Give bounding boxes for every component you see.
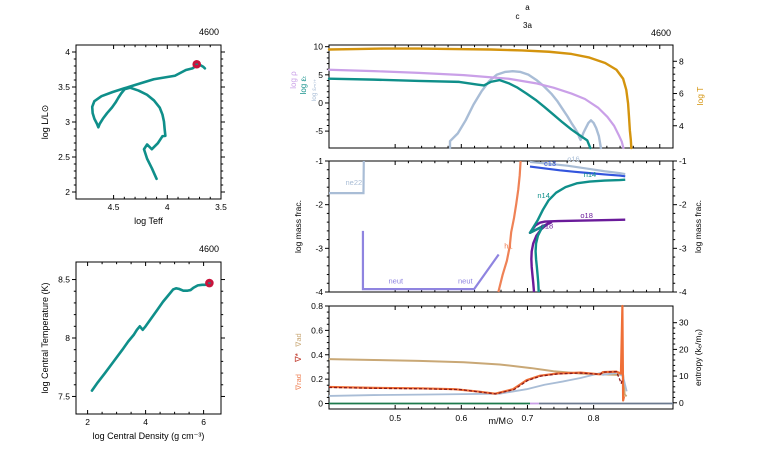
svg-text:2: 2: [65, 187, 70, 197]
svg-text:c: c: [516, 12, 520, 21]
svg-text:4: 4: [65, 47, 70, 57]
svg-text:neut: neut: [458, 276, 474, 285]
svg-text:6: 6: [679, 89, 684, 99]
svg-text:log T: log T: [695, 87, 705, 106]
svg-text:0.5: 0.5: [389, 413, 401, 423]
svg-text:o18: o18: [541, 222, 554, 231]
svg-text:0: 0: [318, 399, 323, 409]
svg-text:4: 4: [143, 417, 148, 427]
svg-text:3a: 3a: [523, 21, 532, 30]
svg-text:0.8: 0.8: [311, 301, 323, 311]
svg-text:8: 8: [679, 56, 684, 66]
svg-text:0: 0: [318, 98, 323, 108]
svg-text:-3: -3: [315, 243, 323, 253]
svg-text:n14: n14: [584, 170, 597, 179]
svg-text:-4: -4: [315, 287, 323, 297]
svg-text:0.7: 0.7: [522, 413, 534, 423]
svg-text:entropy (kₑ/mₚ): entropy (kₑ/mₚ): [693, 329, 703, 386]
svg-text:3: 3: [65, 117, 70, 127]
svg-text:2: 2: [85, 417, 90, 427]
svg-text:4: 4: [165, 202, 170, 212]
svg-text:m/M⊙: m/M⊙: [488, 416, 513, 426]
svg-text:10: 10: [314, 42, 324, 52]
svg-text:-1: -1: [315, 156, 323, 166]
svg-text:-5: -5: [315, 126, 323, 136]
svg-text:8.5: 8.5: [58, 275, 70, 285]
svg-text:a: a: [525, 3, 530, 12]
svg-text:log mass frac.: log mass frac.: [693, 200, 703, 253]
svg-text:20: 20: [679, 344, 689, 354]
svg-text:4: 4: [679, 121, 684, 131]
svg-text:-2: -2: [679, 200, 687, 210]
svg-text:ne22: ne22: [346, 178, 363, 187]
svg-text:log Teff: log Teff: [134, 216, 163, 226]
svg-text:0: 0: [679, 398, 684, 408]
svg-text:0.4: 0.4: [311, 350, 323, 360]
svg-text:log L/L⊙: log L/L⊙: [40, 105, 50, 140]
svg-text:0.8: 0.8: [588, 413, 600, 423]
svg-text:∇rad: ∇rad: [294, 374, 303, 391]
svg-text:log ρ: log ρ: [289, 71, 298, 89]
svg-text:4.5: 4.5: [108, 202, 120, 212]
svg-text:n14: n14: [537, 191, 550, 200]
svg-text:7.5: 7.5: [58, 391, 70, 401]
svg-text:4600: 4600: [199, 27, 219, 37]
svg-text:log Central Density (g cm⁻³): log Central Density (g cm⁻³): [93, 431, 205, 441]
svg-text:-4: -4: [679, 287, 687, 297]
svg-text:-3: -3: [679, 243, 687, 253]
svg-text:-1: -1: [679, 156, 687, 166]
svg-text:3.5: 3.5: [215, 202, 227, 212]
svg-text:c13: c13: [544, 159, 556, 168]
svg-text:∇*: ∇*: [293, 352, 303, 363]
svg-text:4600: 4600: [199, 244, 219, 254]
svg-text:log Central Temperature (K): log Central Temperature (K): [40, 283, 50, 394]
svg-text:30: 30: [679, 318, 689, 328]
svg-text:log εₜ: log εₜ: [299, 76, 308, 95]
svg-text:log εₘ₎₊: log εₘ₎₊: [311, 78, 318, 101]
svg-text:0.6: 0.6: [455, 413, 467, 423]
svg-text:8: 8: [65, 333, 70, 343]
svg-text:-2: -2: [315, 200, 323, 210]
svg-text:2.5: 2.5: [58, 152, 70, 162]
svg-text:o16: o16: [567, 154, 580, 163]
svg-text:5: 5: [318, 70, 323, 80]
svg-text:neut: neut: [389, 276, 405, 285]
svg-text:0.2: 0.2: [311, 374, 323, 384]
svg-text:log mass frac.: log mass frac.: [293, 200, 303, 253]
svg-text:10: 10: [679, 371, 689, 381]
svg-text:o18: o18: [580, 211, 593, 220]
svg-text:6: 6: [201, 417, 206, 427]
svg-text:∇ad: ∇ad: [294, 333, 303, 347]
svg-text:h1: h1: [504, 241, 512, 250]
svg-text:3.5: 3.5: [58, 82, 70, 92]
svg-text:0.6: 0.6: [311, 325, 323, 335]
svg-text:4600: 4600: [651, 28, 671, 38]
